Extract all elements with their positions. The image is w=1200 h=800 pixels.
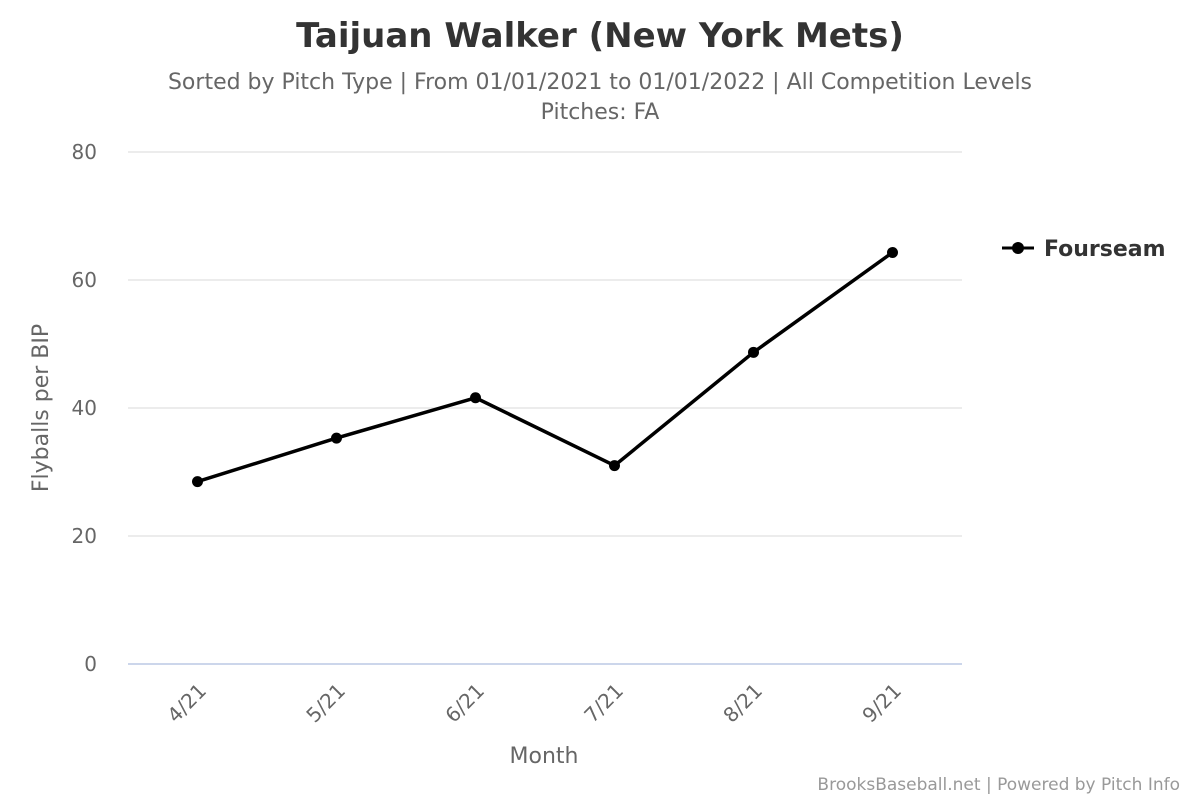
chart-subtitle-line-1: Sorted by Pitch Type | From 01/01/2021 t… (168, 70, 1032, 95)
y-axis-tick-labels: 0 20 40 60 80 (72, 140, 97, 676)
data-point[interactable] (748, 346, 759, 358)
data-point[interactable] (470, 392, 481, 404)
chart-subtitle-line-2: Pitches: FA (541, 100, 660, 125)
data-point[interactable] (192, 476, 203, 488)
y-tick-label: 20 (72, 524, 97, 548)
chart-credits[interactable]: BrooksBaseball.net | Powered by Pitch In… (817, 775, 1180, 795)
x-tick-label: 8/21 (718, 679, 767, 728)
x-tick-label: 6/21 (440, 679, 489, 728)
legend-label-fourseam[interactable]: Fourseam (1044, 237, 1166, 262)
y-axis-title: Flyballs per BIP (29, 324, 54, 492)
x-tick-label: 9/21 (857, 679, 906, 728)
chart-title: Taijuan Walker (New York Mets) (296, 16, 904, 56)
y-tick-label: 60 (72, 268, 97, 292)
y-tick-label: 80 (72, 140, 97, 164)
series-line (195, 250, 895, 484)
x-axis-tick-labels: 4/21 5/21 6/21 7/21 8/21 9/21 (162, 679, 906, 728)
legend-marker-fourseam (1012, 242, 1024, 254)
data-point[interactable] (887, 246, 898, 258)
legend[interactable]: Fourseam (1002, 237, 1166, 262)
data-point[interactable] (609, 460, 620, 472)
data-point[interactable] (331, 432, 342, 444)
y-tick-label: 40 (72, 396, 97, 420)
x-tick-label: 4/21 (162, 679, 211, 728)
x-axis-title: Month (510, 744, 579, 769)
series-fourseam[interactable] (192, 246, 898, 488)
x-tick-label: 5/21 (301, 679, 350, 728)
grid-lines (128, 151, 962, 665)
x-tick-label: 7/21 (579, 679, 628, 728)
y-tick-label: 0 (84, 652, 97, 676)
